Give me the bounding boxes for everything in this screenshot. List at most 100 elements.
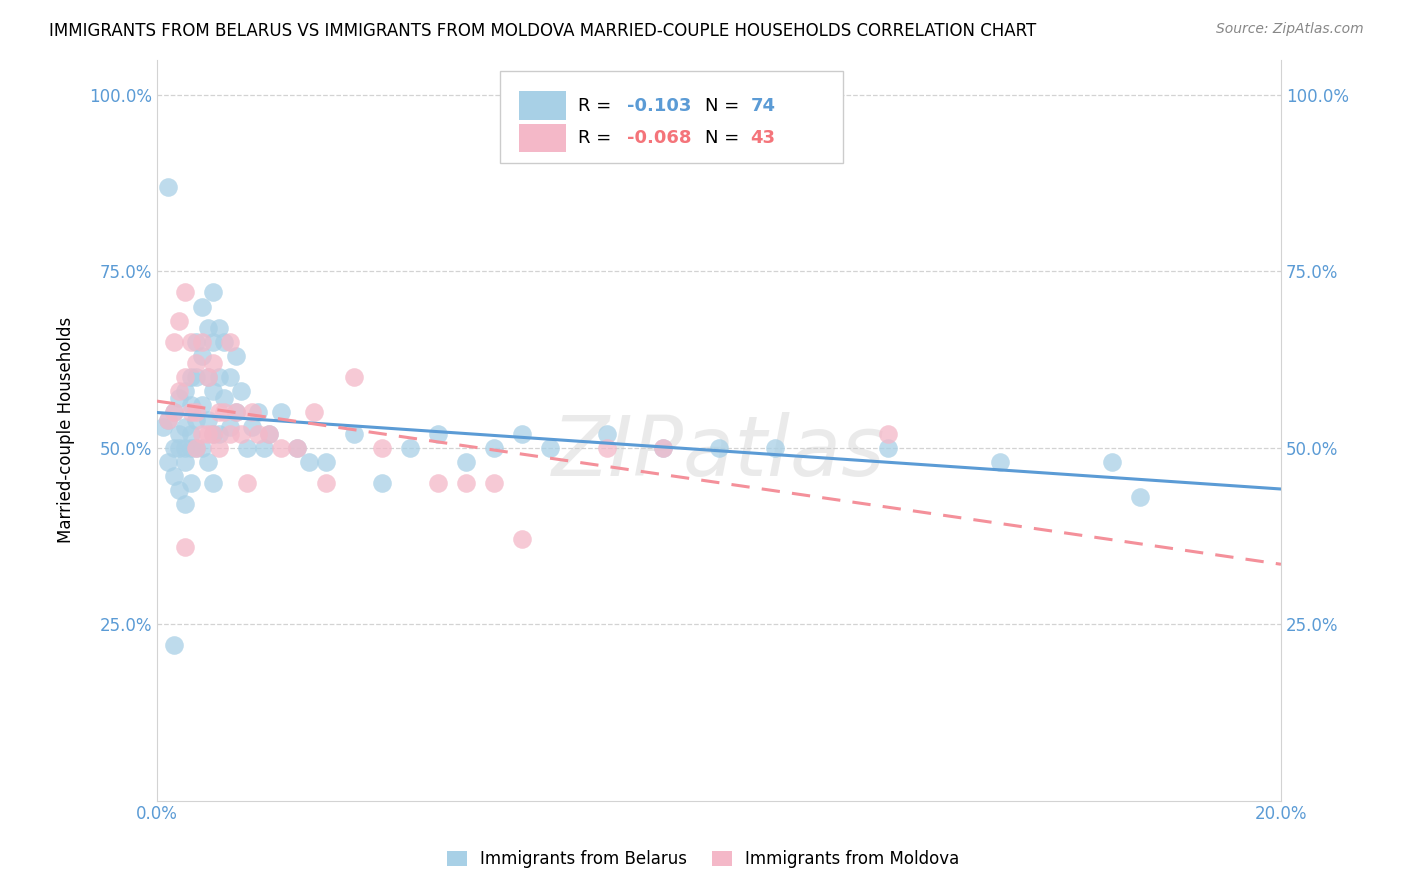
- Point: [214, 392, 236, 406]
- Point: [707, 441, 730, 455]
- Text: -0.068: -0.068: [627, 129, 692, 147]
- Point: [174, 285, 197, 300]
- Point: [270, 405, 292, 419]
- Point: [247, 405, 270, 419]
- Point: [259, 426, 281, 441]
- Point: [208, 405, 231, 419]
- Point: [186, 334, 208, 349]
- Point: [208, 426, 231, 441]
- Text: 43: 43: [751, 129, 776, 147]
- Point: [315, 455, 337, 469]
- Point: [191, 334, 214, 349]
- Point: [208, 441, 231, 455]
- Point: [174, 540, 197, 554]
- Point: [197, 370, 219, 384]
- Point: [180, 441, 202, 455]
- Text: N =: N =: [706, 96, 745, 114]
- Point: [482, 441, 505, 455]
- Point: [163, 405, 186, 419]
- Y-axis label: Married-couple Households: Married-couple Households: [58, 317, 75, 543]
- Point: [510, 533, 533, 547]
- Point: [202, 356, 225, 370]
- Point: [242, 419, 264, 434]
- Point: [343, 370, 366, 384]
- Point: [169, 384, 191, 399]
- Point: [236, 441, 259, 455]
- Text: Source: ZipAtlas.com: Source: ZipAtlas.com: [1216, 22, 1364, 37]
- Point: [426, 476, 449, 491]
- Point: [202, 384, 225, 399]
- Point: [157, 179, 180, 194]
- Text: R =: R =: [578, 129, 617, 147]
- Point: [214, 334, 236, 349]
- Legend: Immigrants from Belarus, Immigrants from Moldova: Immigrants from Belarus, Immigrants from…: [440, 844, 966, 875]
- Point: [157, 455, 180, 469]
- Point: [876, 441, 898, 455]
- Point: [191, 441, 214, 455]
- Point: [174, 370, 197, 384]
- FancyBboxPatch shape: [499, 70, 842, 163]
- Point: [231, 426, 253, 441]
- Point: [202, 426, 225, 441]
- Point: [152, 419, 174, 434]
- Point: [454, 476, 477, 491]
- Point: [595, 441, 617, 455]
- Text: IMMIGRANTS FROM BELARUS VS IMMIGRANTS FROM MOLDOVA MARRIED-COUPLE HOUSEHOLDS COR: IMMIGRANTS FROM BELARUS VS IMMIGRANTS FR…: [49, 22, 1036, 40]
- Point: [169, 426, 191, 441]
- Point: [988, 455, 1011, 469]
- Point: [186, 370, 208, 384]
- Point: [763, 441, 786, 455]
- Text: 74: 74: [751, 96, 776, 114]
- Point: [219, 426, 242, 441]
- Point: [191, 300, 214, 314]
- Point: [231, 384, 253, 399]
- Text: -0.103: -0.103: [627, 96, 692, 114]
- Point: [298, 455, 321, 469]
- Point: [315, 476, 337, 491]
- Point: [1129, 490, 1152, 504]
- Point: [225, 405, 247, 419]
- Point: [202, 285, 225, 300]
- Point: [174, 497, 197, 511]
- Point: [219, 419, 242, 434]
- Point: [169, 441, 191, 455]
- Point: [191, 426, 214, 441]
- Point: [157, 412, 180, 426]
- Point: [510, 426, 533, 441]
- Point: [247, 426, 270, 441]
- Point: [454, 455, 477, 469]
- Point: [202, 476, 225, 491]
- Point: [174, 419, 197, 434]
- Point: [197, 455, 219, 469]
- Point: [169, 483, 191, 497]
- Point: [180, 476, 202, 491]
- Point: [219, 370, 242, 384]
- Point: [202, 426, 225, 441]
- Point: [186, 441, 208, 455]
- Point: [426, 426, 449, 441]
- Point: [186, 412, 208, 426]
- Point: [186, 441, 208, 455]
- Point: [163, 405, 186, 419]
- FancyBboxPatch shape: [519, 124, 567, 153]
- Point: [225, 349, 247, 363]
- Point: [371, 441, 394, 455]
- Point: [163, 638, 186, 652]
- Point: [186, 405, 208, 419]
- Point: [163, 441, 186, 455]
- Point: [163, 469, 186, 483]
- Point: [287, 441, 309, 455]
- Point: [538, 441, 561, 455]
- Point: [270, 441, 292, 455]
- Point: [371, 476, 394, 491]
- Point: [343, 426, 366, 441]
- Point: [208, 320, 231, 334]
- Point: [202, 334, 225, 349]
- Point: [214, 405, 236, 419]
- Point: [163, 334, 186, 349]
- Point: [197, 412, 219, 426]
- FancyBboxPatch shape: [519, 92, 567, 120]
- Text: R =: R =: [578, 96, 617, 114]
- Point: [197, 426, 219, 441]
- Point: [287, 441, 309, 455]
